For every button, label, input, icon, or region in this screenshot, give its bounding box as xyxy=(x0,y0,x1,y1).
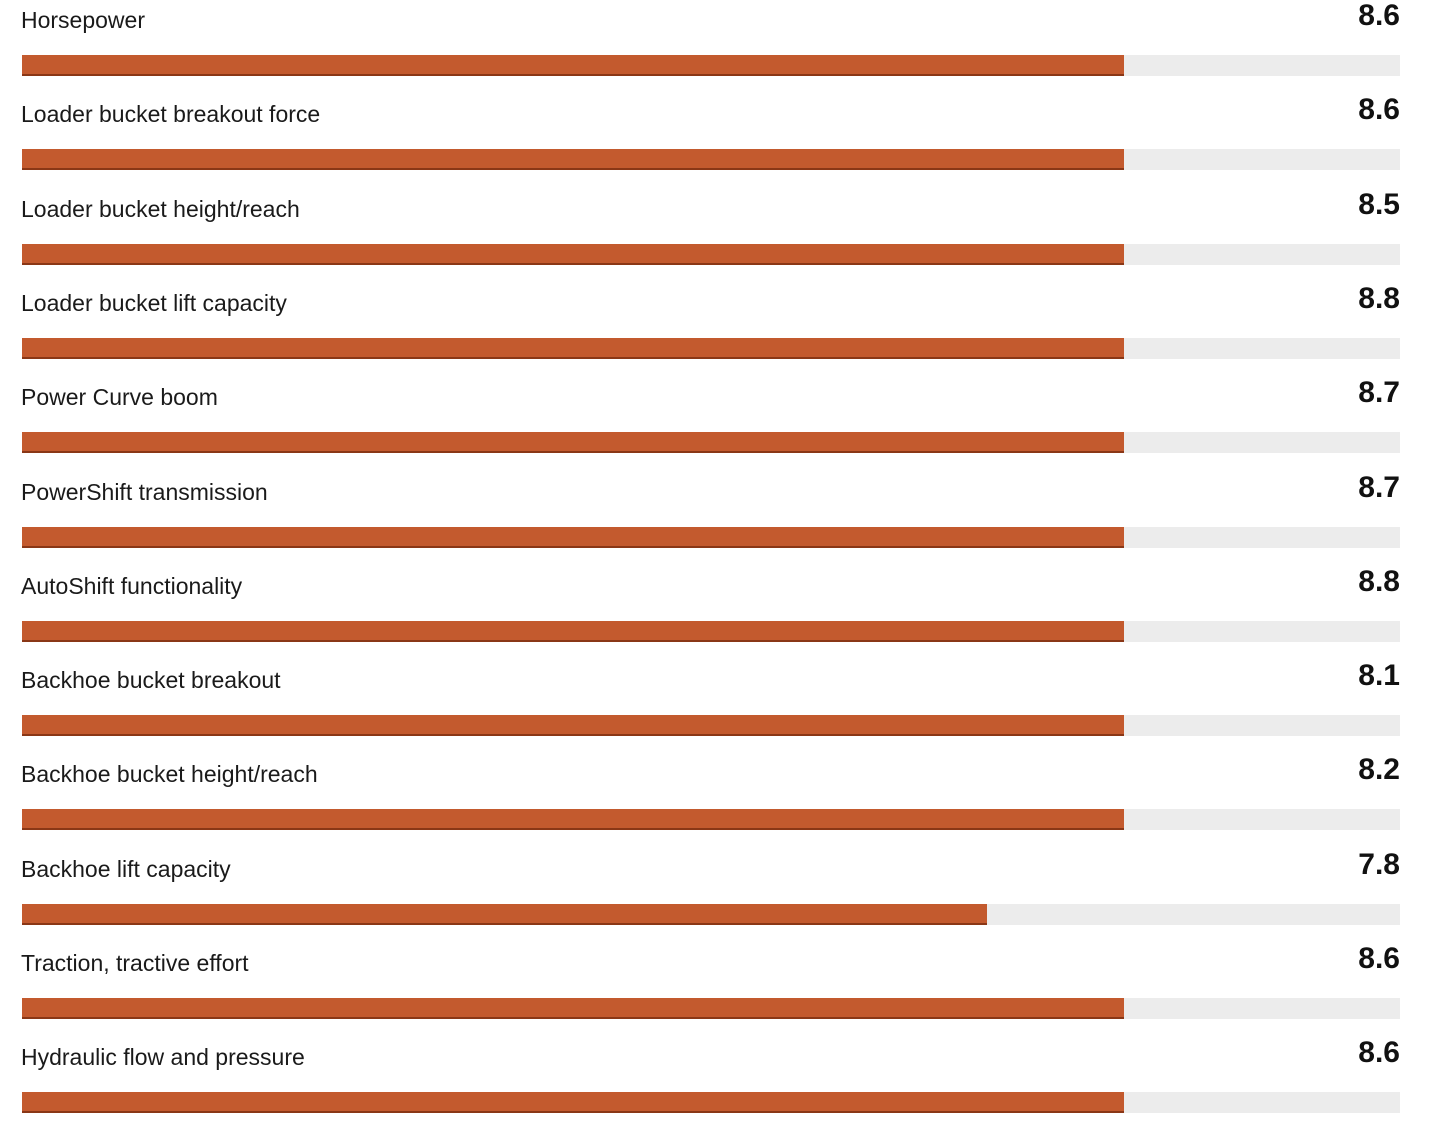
rating-bar xyxy=(22,149,1124,170)
rating-label: Loader bucket lift capacity xyxy=(21,290,287,316)
rating-value: 8.6 xyxy=(1358,93,1400,126)
rating-bar-track xyxy=(22,621,1400,642)
rating-bar-track xyxy=(22,149,1400,170)
rating-bar-track xyxy=(22,527,1400,548)
rating-label: PowerShift transmission xyxy=(21,479,268,505)
rating-bar-track xyxy=(22,432,1400,453)
rating-value: 8.7 xyxy=(1358,376,1400,409)
rating-label: Loader bucket breakout force xyxy=(21,101,321,127)
rating-row: PowerShift transmission 8.7 xyxy=(0,471,1440,569)
rating-label: AutoShift functionality xyxy=(21,573,243,599)
rating-row: Horsepower 8.6 xyxy=(0,0,1440,97)
rating-label: Power Curve boom xyxy=(21,384,218,410)
rating-row: Hydraulic flow and pressure 8.6 xyxy=(0,1036,1440,1134)
rating-bar-track xyxy=(22,55,1400,76)
rating-value: 8.8 xyxy=(1358,565,1400,598)
rating-label: Horsepower xyxy=(21,7,145,33)
rating-label: Backhoe lift capacity xyxy=(21,856,231,882)
rating-bar xyxy=(22,338,1124,359)
rating-label: Loader bucket height/reach xyxy=(21,196,300,222)
rating-bar-track xyxy=(22,998,1400,1019)
rating-bar xyxy=(22,1092,1124,1113)
rating-bar xyxy=(22,527,1124,548)
rating-row: Traction, tractive effort 8.6 xyxy=(0,942,1440,1040)
rating-bar xyxy=(22,432,1124,453)
rating-value: 8.7 xyxy=(1358,471,1400,504)
rating-value: 8.1 xyxy=(1358,659,1400,692)
rating-bar-track xyxy=(22,244,1400,265)
rating-bar-track xyxy=(22,1092,1400,1113)
rating-label: Backhoe bucket breakout xyxy=(21,667,281,693)
rating-bar-track xyxy=(22,338,1400,359)
rating-label: Traction, tractive effort xyxy=(21,950,249,976)
rating-bar xyxy=(22,715,1124,736)
rating-bar-track xyxy=(22,809,1400,830)
rating-row: Backhoe bucket height/reach 8.2 xyxy=(0,753,1440,851)
rating-bar xyxy=(22,621,1124,642)
rating-bar xyxy=(22,809,1124,830)
rating-bar xyxy=(22,998,1124,1019)
rating-value: 8.5 xyxy=(1358,188,1400,221)
rating-label: Hydraulic flow and pressure xyxy=(21,1044,305,1070)
rating-value: 7.8 xyxy=(1358,848,1400,881)
rating-label: Backhoe bucket height/reach xyxy=(21,761,318,787)
rating-value: 8.2 xyxy=(1358,753,1400,786)
rating-row: Loader bucket lift capacity 8.8 xyxy=(0,282,1440,380)
rating-row: Backhoe lift capacity 7.8 xyxy=(0,848,1440,946)
rating-bar-track xyxy=(22,904,1400,925)
rating-row: Loader bucket breakout force 8.6 xyxy=(0,93,1440,191)
rating-row: Power Curve boom 8.7 xyxy=(0,376,1440,474)
rating-value: 8.8 xyxy=(1358,282,1400,315)
rating-bar xyxy=(22,55,1124,76)
rating-bar-track xyxy=(22,715,1400,736)
rating-bar xyxy=(22,244,1124,265)
rating-value: 8.6 xyxy=(1358,0,1400,32)
rating-value: 8.6 xyxy=(1358,1036,1400,1069)
rating-bar xyxy=(22,904,987,925)
rating-value: 8.6 xyxy=(1358,942,1400,975)
rating-row: Loader bucket height/reach 8.5 xyxy=(0,188,1440,286)
rating-row: AutoShift functionality 8.8 xyxy=(0,565,1440,663)
rating-row: Backhoe bucket breakout 8.1 xyxy=(0,659,1440,757)
